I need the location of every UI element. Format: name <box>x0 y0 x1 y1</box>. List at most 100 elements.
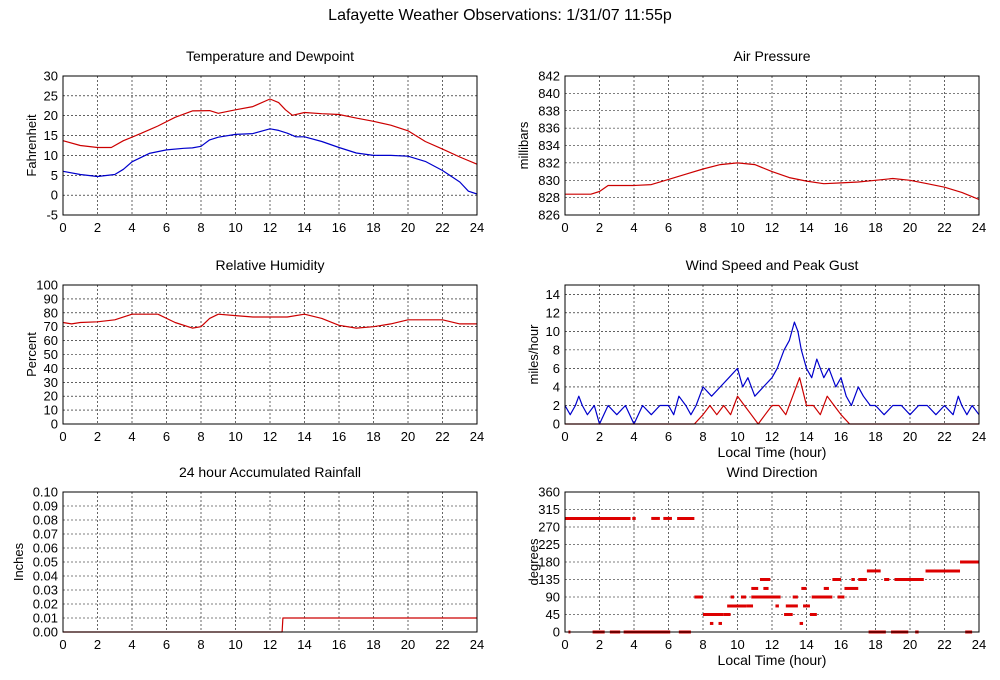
temp-title: Temperature and Dewpoint <box>186 48 354 64</box>
y-tick-label: 0.10 <box>33 485 58 500</box>
x-tick-label: 20 <box>401 637 415 652</box>
x-tick-label: 24 <box>470 429 484 444</box>
x-tick-label: 6 <box>665 429 672 444</box>
x-tick-label: 22 <box>937 429 951 444</box>
x-tick-label: 10 <box>730 637 744 652</box>
y-tick-label: 50 <box>44 347 58 362</box>
x-tick-label: 0 <box>561 220 568 235</box>
rain-plot-frame <box>62 491 478 633</box>
y-tick-label: 20 <box>44 389 58 404</box>
x-tick-label: 16 <box>332 637 346 652</box>
y-tick-label: 12 <box>546 305 560 320</box>
x-tick-label: 4 <box>630 637 637 652</box>
humidity-chart: 0 2 4 6 8 10 12 14 16 18 20 22 240102030405060708090… <box>24 257 484 444</box>
x-tick-label: 10 <box>228 429 242 444</box>
y-tick-label: 270 <box>538 520 560 535</box>
x-tick-label: 16 <box>834 429 848 444</box>
y-tick-label: 180 <box>538 555 560 570</box>
y-tick-label: 30 <box>44 69 58 84</box>
x-tick-label: 2 <box>94 220 101 235</box>
y-tick-label: 0.08 <box>33 513 58 528</box>
y-tick-label: 0.02 <box>33 597 58 612</box>
temp-plot-frame <box>62 75 478 216</box>
humidity-title: Relative Humidity <box>216 257 325 273</box>
x-tick-label: 8 <box>197 220 204 235</box>
y-tick-label: 836 <box>538 121 560 136</box>
x-tick-label: 18 <box>868 637 882 652</box>
wind-title: Wind Speed and Peak Gust <box>686 257 859 273</box>
x-tick-label: 4 <box>630 220 637 235</box>
x-tick-label: 4 <box>128 429 135 444</box>
wind-series-1-line <box>565 377 979 425</box>
y-tick-label: 0.04 <box>33 569 58 584</box>
rain-title: 24 hour Accumulated Rainfall <box>179 464 361 480</box>
temp-ylabel: Fahrenheit <box>24 114 39 177</box>
y-tick-label: 100 <box>36 278 58 293</box>
x-tick-label: 24 <box>470 637 484 652</box>
x-tick-label: 22 <box>435 637 449 652</box>
x-tick-label: 4 <box>128 220 135 235</box>
y-tick-label: 360 <box>538 485 560 500</box>
x-tick-label: 12 <box>765 429 779 444</box>
temp-chart: 0 2 4 6 8 10 12 14 16 18 20 22 24-5051015202530Tempe… <box>24 48 484 235</box>
x-tick-label: 6 <box>163 429 170 444</box>
x-tick-label: 14 <box>799 220 813 235</box>
y-tick-label: 0.09 <box>33 499 58 514</box>
x-tick-label: 14 <box>799 429 813 444</box>
pressure-plot-frame <box>564 75 980 216</box>
temp-series-1-line <box>62 128 478 195</box>
page-title: Lafayette Weather Observations: 1/31/07 … <box>328 7 672 24</box>
x-tick-label: 12 <box>263 429 277 444</box>
x-tick-label: 2 <box>94 429 101 444</box>
x-tick-label: 0 <box>561 429 568 444</box>
y-tick-label: 90 <box>546 590 560 605</box>
x-tick-label: 20 <box>401 429 415 444</box>
humidity-plot-frame <box>62 284 478 425</box>
y-tick-label: 90 <box>44 291 58 306</box>
y-tick-label: -5 <box>46 208 58 223</box>
x-tick-label: 24 <box>972 637 986 652</box>
x-tick-label: 16 <box>834 637 848 652</box>
direction-plot-frame <box>564 491 980 633</box>
x-tick-label: 10 <box>228 220 242 235</box>
wind-ylabel: miles/hour <box>526 324 541 385</box>
x-tick-label: 8 <box>699 637 706 652</box>
x-tick-label: 16 <box>332 220 346 235</box>
rain-chart: 0 2 4 6 8 10 12 14 16 18 20 22 240.000.010.020.030.0… <box>11 464 484 652</box>
x-tick-label: 18 <box>868 429 882 444</box>
x-tick-label: 2 <box>94 637 101 652</box>
x-tick-label: 2 <box>596 220 603 235</box>
x-tick-label: 8 <box>197 637 204 652</box>
y-tick-label: 4 <box>553 379 560 394</box>
humidity-series-0-line <box>62 313 477 329</box>
pressure-series-0-line <box>565 162 980 200</box>
y-tick-label: 315 <box>538 502 560 517</box>
x-tick-label: 8 <box>197 429 204 444</box>
x-tick-label: 8 <box>699 220 706 235</box>
y-tick-label: 0.03 <box>33 583 58 598</box>
pressure-chart: 0 2 4 6 8 10 12 14 16 18 20 22 248268288308328348368… <box>516 48 986 235</box>
x-tick-label: 12 <box>263 220 277 235</box>
x-tick-label: 24 <box>972 429 986 444</box>
x-tick-label: 6 <box>163 637 170 652</box>
x-tick-label: 12 <box>765 220 779 235</box>
y-tick-label: 30 <box>44 375 58 390</box>
x-tick-label: 22 <box>937 220 951 235</box>
y-tick-label: 15 <box>44 128 58 143</box>
y-tick-label: 828 <box>538 190 560 205</box>
y-tick-label: 0.05 <box>33 555 58 570</box>
wind-series-0-line <box>564 321 980 425</box>
x-tick-label: 8 <box>699 429 706 444</box>
wind-plot-frame <box>564 284 980 425</box>
x-tick-label: 18 <box>366 429 380 444</box>
y-tick-label: 0.01 <box>33 611 58 626</box>
x-tick-label: 10 <box>730 429 744 444</box>
y-tick-label: 840 <box>538 86 560 101</box>
y-tick-label: 10 <box>44 403 58 418</box>
y-tick-label: 14 <box>546 287 560 302</box>
x-tick-label: 0 <box>561 637 568 652</box>
y-tick-label: 832 <box>538 155 560 170</box>
y-tick-label: 8 <box>553 342 560 357</box>
y-tick-label: 0 <box>51 417 58 432</box>
temp-series-0-line <box>62 98 478 165</box>
